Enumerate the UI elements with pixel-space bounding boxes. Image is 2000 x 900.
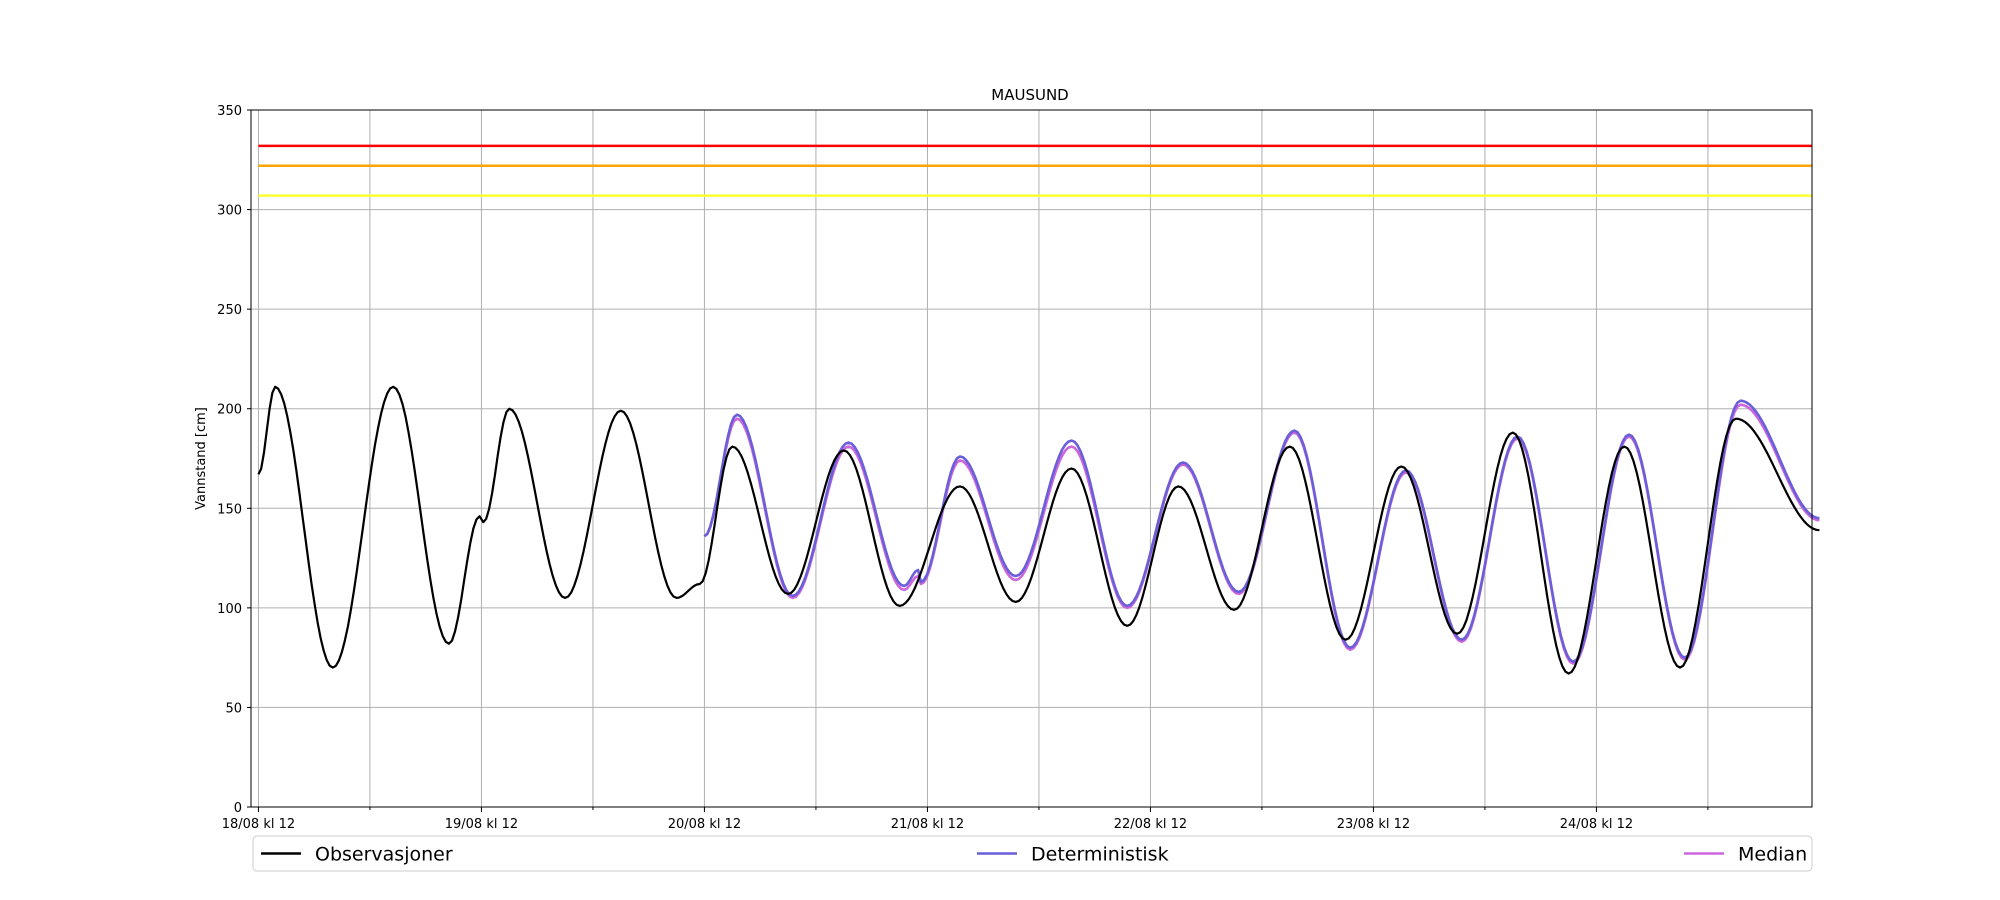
- x-tick-label: 19/08 kl 12: [445, 817, 518, 832]
- y-axis-label: Vannstand [cm]: [194, 407, 209, 510]
- legend-label-observasjoner: Observasjoner: [315, 844, 453, 866]
- y-tick-label: 50: [225, 701, 242, 716]
- y-tick-label: 200: [217, 403, 242, 418]
- series-lines: [257, 385, 1820, 675]
- x-tick-label: 20/08 kl 12: [668, 817, 741, 832]
- legend: Observasjoner Deterministisk Median: [252, 835, 1813, 872]
- y-tick-label: 100: [217, 602, 242, 617]
- chart-title: MAUSUND: [991, 86, 1068, 104]
- y-tick-label: 300: [217, 204, 242, 219]
- x-tick-label: 23/08 kl 12: [1337, 817, 1410, 832]
- axes: 0 50 100 150 200 250 300 350 18/08 kl 12 19/08 kl…: [217, 104, 1709, 832]
- y-tick-label: 350: [217, 104, 242, 119]
- x-tick-label: 24/08 kl 12: [1560, 817, 1633, 832]
- y-tick-label: 0: [234, 801, 242, 816]
- x-tick-label: 22/08 kl 12: [1114, 817, 1187, 832]
- series-line-observasjoner: [257, 385, 1820, 675]
- threshold-lines: [258, 144, 1812, 197]
- legend-label-median: Median: [1738, 844, 1807, 866]
- x-tick-label: 18/08 kl 12: [222, 817, 295, 832]
- legend-box: [252, 835, 1813, 872]
- legend-label-deterministisk: Deterministisk: [1031, 844, 1169, 866]
- grid: [251, 109, 1812, 808]
- y-tick-label: 250: [217, 303, 242, 318]
- y-tick-label: 150: [217, 502, 242, 517]
- plot-frame: [250, 109, 1813, 808]
- x-tick-label: 21/08 kl 12: [891, 817, 964, 832]
